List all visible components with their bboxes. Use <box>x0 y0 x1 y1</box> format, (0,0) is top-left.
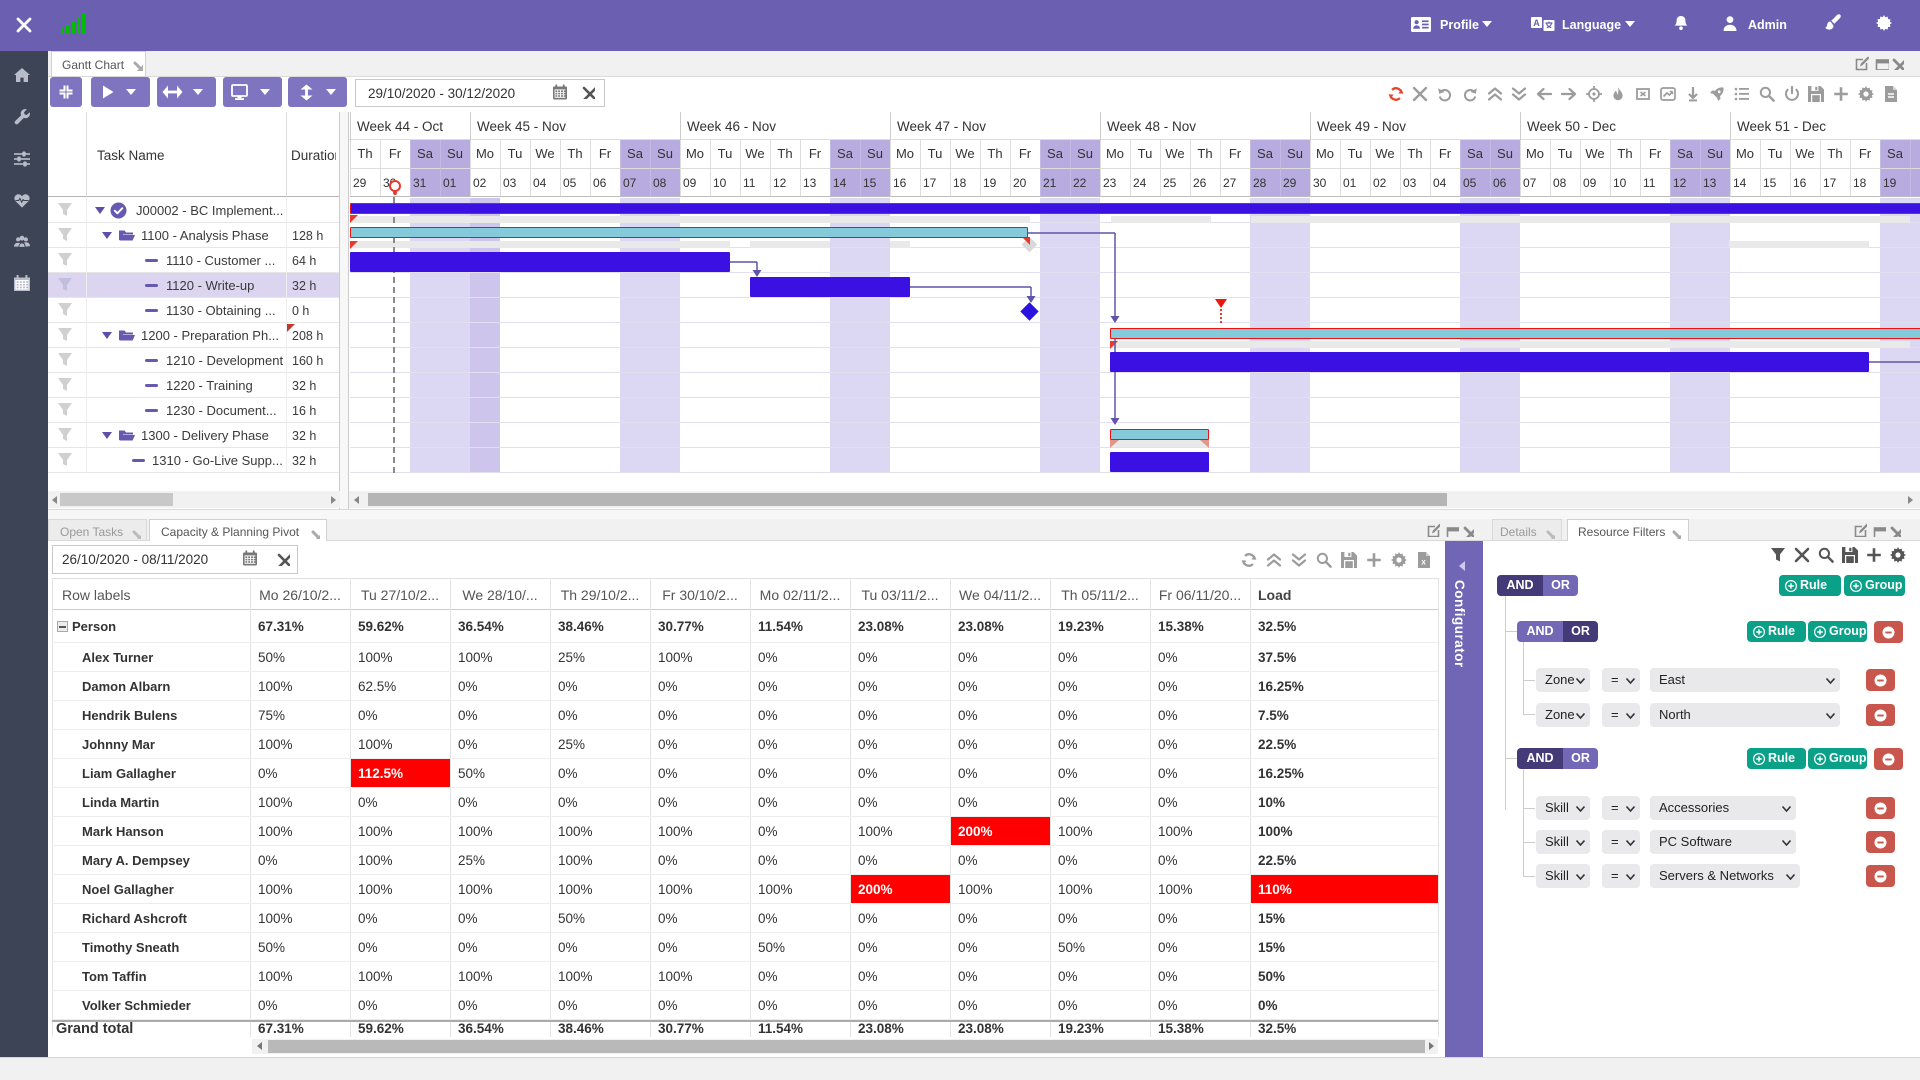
svg-text:x: x <box>1421 558 1426 567</box>
svg-text:A: A <box>1533 18 1540 28</box>
